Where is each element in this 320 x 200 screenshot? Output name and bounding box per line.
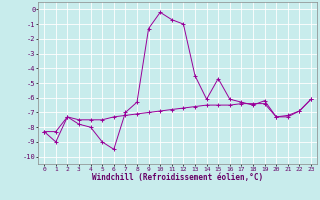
X-axis label: Windchill (Refroidissement éolien,°C): Windchill (Refroidissement éolien,°C): [92, 173, 263, 182]
